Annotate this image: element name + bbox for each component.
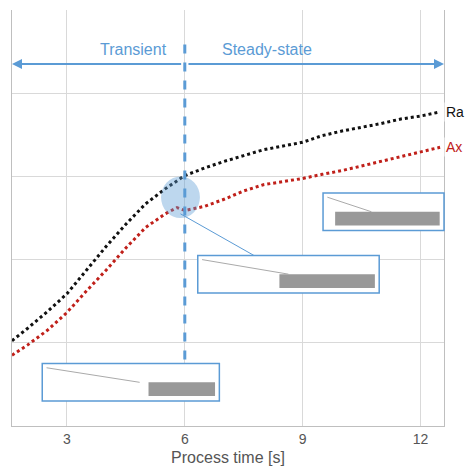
svg-text:Steady-state: Steady-state (222, 41, 312, 58)
svg-text:Ra: Ra (446, 104, 464, 120)
svg-text:9: 9 (299, 431, 307, 447)
svg-text:6: 6 (181, 431, 189, 447)
svg-text:Ax: Ax (446, 139, 462, 155)
svg-text:3: 3 (63, 431, 71, 447)
svg-text:12: 12 (413, 431, 429, 447)
svg-text:Process time [s]: Process time [s] (171, 449, 285, 466)
svg-text:Transient: Transient (100, 41, 167, 58)
